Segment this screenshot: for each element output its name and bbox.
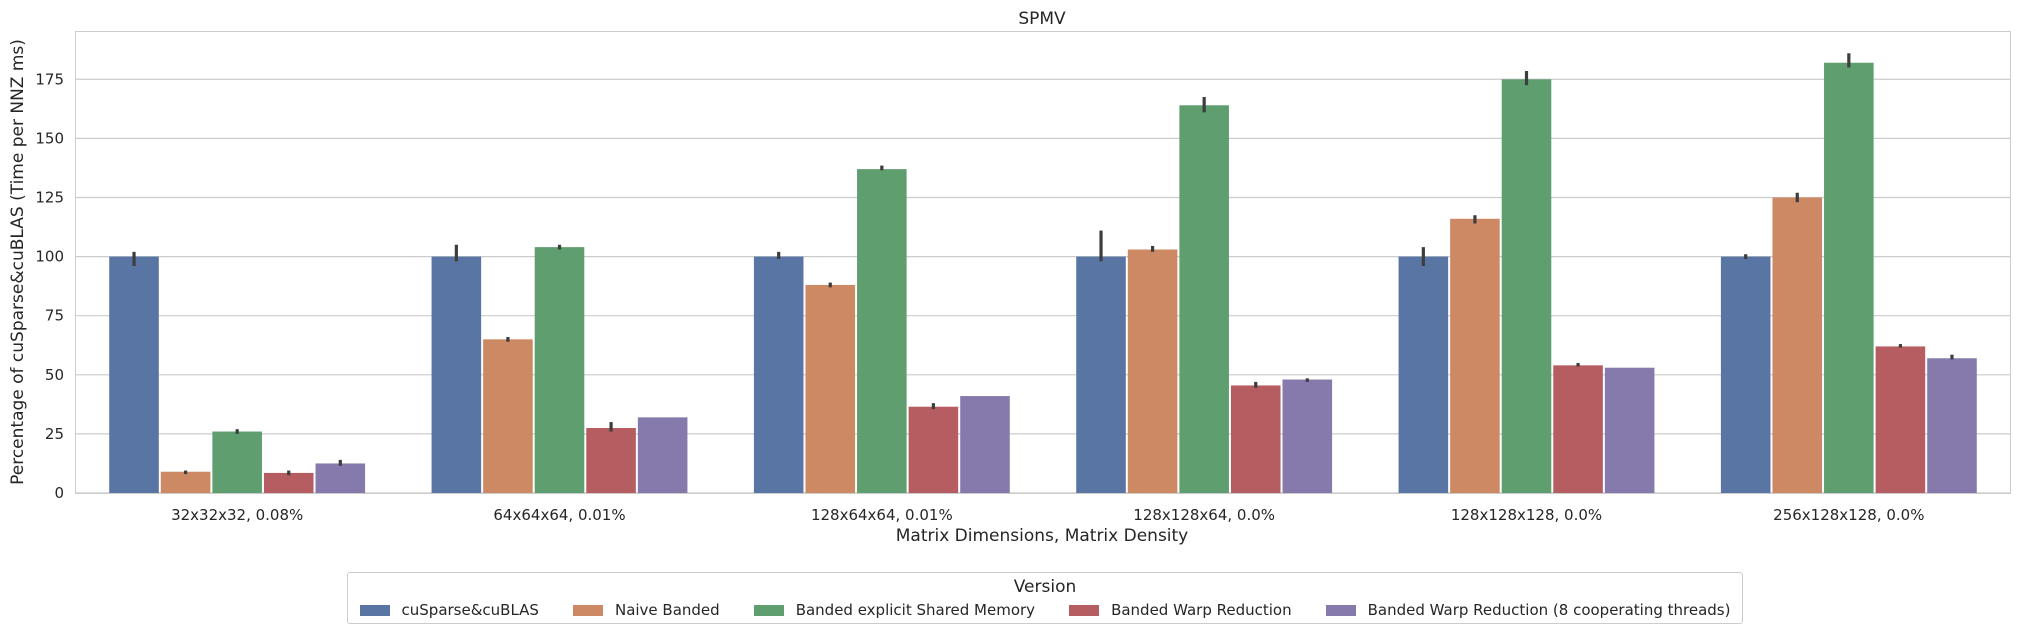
y-tick-label: 100 (35, 248, 64, 266)
bar (1501, 79, 1552, 494)
error-bars-group (132, 53, 1954, 476)
bar (1282, 379, 1333, 493)
bar (212, 431, 262, 493)
legend-label: Banded explicit Shared Memory (795, 601, 1036, 619)
y-tick-label: 175 (35, 70, 64, 88)
legend-items: cuSparse&cuBLAS Naive Banded Banded explic… (348, 601, 1742, 619)
x-tick-label: 128x128x128, 0.0% (1451, 506, 1602, 524)
bar (1450, 218, 1500, 493)
legend-swatch (572, 604, 603, 616)
bar (753, 256, 804, 493)
bar (1604, 367, 1655, 493)
y-axis-label: Percentage of cuSparse&cuBLAS (Time per … (8, 39, 28, 485)
legend-entry: Banded explicit Shared Memory (753, 601, 1036, 619)
bar (1127, 249, 1178, 493)
bar (263, 472, 314, 493)
bar (1230, 385, 1281, 493)
legend-entry: cuSparse&cuBLAS (359, 601, 539, 619)
bar (1772, 197, 1823, 493)
bar (908, 406, 959, 493)
bar (534, 247, 585, 493)
y-tick-label: 0 (54, 484, 64, 502)
bar (160, 471, 211, 493)
legend: Version cuSparse&cuBLAS Naive Banded Bande… (347, 572, 1743, 624)
x-tick-labels: 32x32x32, 0.08% 64x64x64, 0.01% 128x64x64,… (171, 506, 1924, 524)
x-tick-label: 32x32x32, 0.08% (171, 506, 303, 524)
y-tick-label: 50 (45, 366, 64, 384)
y-tick-label: 125 (35, 188, 64, 206)
legend-swatch (753, 604, 784, 616)
spmv-bar-chart: SPMV 0 25 50 75 100 125 150 175 32x32x32, 0.08%… (8, 9, 2011, 546)
x-tick-label: 64x64x64, 0.01% (493, 506, 625, 524)
legend-label: Naive Banded (614, 601, 720, 619)
grid-lines (76, 78, 2010, 494)
x-tick-label: 128x64x64, 0.01% (811, 506, 953, 524)
y-tick-labels: 0 25 50 75 100 125 150 175 (35, 70, 64, 502)
bar (1179, 105, 1229, 494)
bar (483, 339, 533, 493)
x-tick-label: 128x128x64, 0.0% (1133, 506, 1275, 524)
legend-label: Banded Warp Reduction (8 cooperating thr… (1367, 601, 1731, 619)
x-axis-label: Matrix Dimensions, Matrix Density (896, 526, 1189, 546)
bar (637, 417, 688, 493)
legend-swatch (1069, 604, 1100, 616)
bar (960, 396, 1010, 493)
bar (1875, 346, 1926, 493)
bar (431, 256, 482, 493)
y-tick-label: 150 (35, 129, 64, 147)
x-tick-label: 256x128x128, 0.0% (1773, 506, 1924, 524)
bar (586, 427, 636, 493)
bars-group (109, 62, 1977, 494)
legend-entry: Naive Banded (572, 601, 720, 619)
plot-frame (75, 31, 2011, 494)
legend-entry: Banded Warp Reduction (1069, 601, 1292, 619)
bar (315, 463, 366, 493)
bar (1824, 62, 1874, 493)
chart-title: SPMV (1018, 9, 1066, 29)
legend-swatch (359, 604, 390, 616)
bar (857, 169, 907, 493)
legend-entry: Banded Warp Reduction (8 cooperating thr… (1325, 601, 1731, 619)
legend-label: cuSparse&cuBLAS (401, 601, 539, 619)
bar (1720, 256, 1771, 493)
y-tick-label: 75 (45, 307, 64, 325)
legend-swatch (1325, 604, 1356, 616)
bar (1553, 365, 1603, 493)
y-tick-label: 25 (45, 425, 64, 443)
bar (805, 284, 856, 493)
bar (109, 256, 159, 493)
legend-label: Banded Warp Reduction (1111, 601, 1292, 619)
bar (1927, 358, 1977, 493)
bar (1076, 256, 1126, 493)
bar (1398, 256, 1449, 493)
legend-title: Version (1013, 577, 1077, 597)
